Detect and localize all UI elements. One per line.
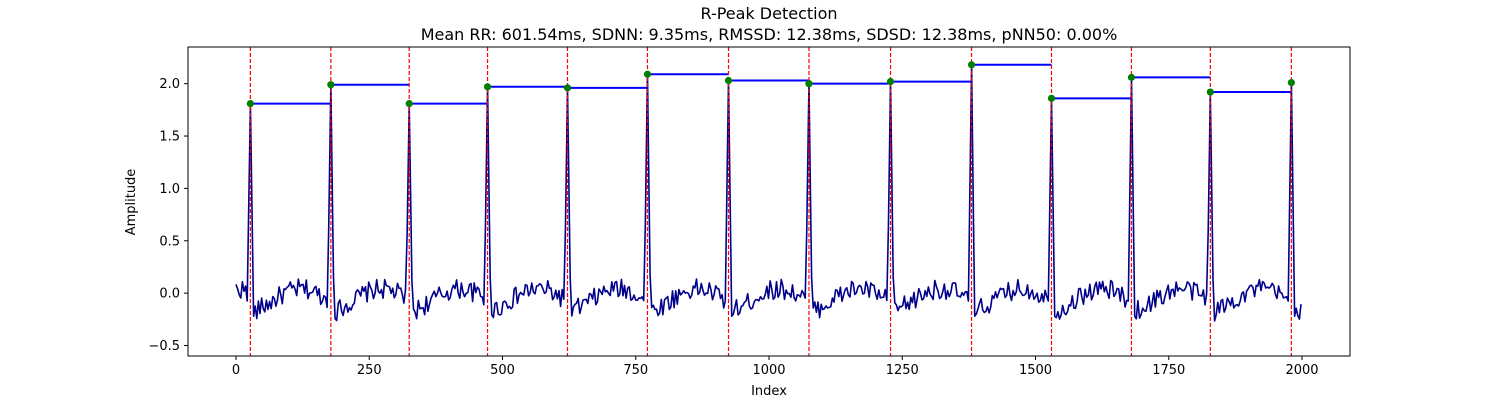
r-peak-marker: [1287, 79, 1295, 87]
x-tick-label: 1000: [752, 363, 785, 378]
x-axis-label: Index: [751, 384, 787, 399]
y-tick-label: 1.5: [159, 130, 180, 145]
r-peak-marker: [1206, 88, 1214, 96]
x-tick-label: 1750: [1152, 363, 1185, 378]
signal-layer: [235, 64, 1302, 322]
y-tick-label: 0.5: [159, 234, 180, 249]
chart-title: R-Peak Detection: [700, 4, 837, 23]
ecg-signal-line: [235, 64, 1302, 322]
r-peak-marker: [1047, 94, 1056, 102]
chart-subtitle: Mean RR: 601.54ms, SDNN: 9.35ms, RMSSD: …: [421, 25, 1118, 44]
x-tick-label: 0: [232, 363, 240, 378]
r-peak-marker: [563, 84, 572, 92]
r-peak-marker: [886, 77, 895, 86]
x-tick-label: 750: [623, 363, 648, 378]
plot-frame: [188, 47, 1350, 356]
r-peak-marker: [246, 99, 254, 108]
y-tick-label: −0.5: [148, 339, 180, 354]
r-peak-marker: [724, 76, 733, 85]
r-peak-marker: [805, 80, 813, 88]
x-tick-label: 1250: [886, 363, 919, 378]
r-peak-marker: [1127, 73, 1136, 81]
y-axis: −0.5 0.0 0.5 1.0 1.5 2.0: [148, 77, 188, 354]
r-peak-marker: [327, 81, 335, 89]
x-axis: 0 250 500 750 1000 1250 1500 1750 2000: [232, 356, 1319, 378]
peak-marker-layer: [246, 61, 1295, 108]
y-tick-label: 1.0: [159, 182, 180, 197]
y-axis-label: Amplitude: [124, 169, 139, 236]
plot-area: [187, 46, 1351, 357]
r-peak-marker: [405, 99, 413, 108]
r-peak-marker: [483, 83, 492, 91]
x-tick-label: 2000: [1285, 363, 1318, 378]
r-peak-marker: [967, 61, 976, 69]
rr-interval-layer: [250, 63, 1292, 105]
y-tick-label: 2.0: [159, 77, 180, 92]
y-tick-label: 0.0: [159, 287, 180, 302]
x-tick-label: 250: [357, 363, 382, 378]
x-tick-label: 500: [490, 363, 515, 378]
x-tick-label: 1500: [1019, 363, 1052, 378]
r-peak-marker: [643, 70, 652, 78]
